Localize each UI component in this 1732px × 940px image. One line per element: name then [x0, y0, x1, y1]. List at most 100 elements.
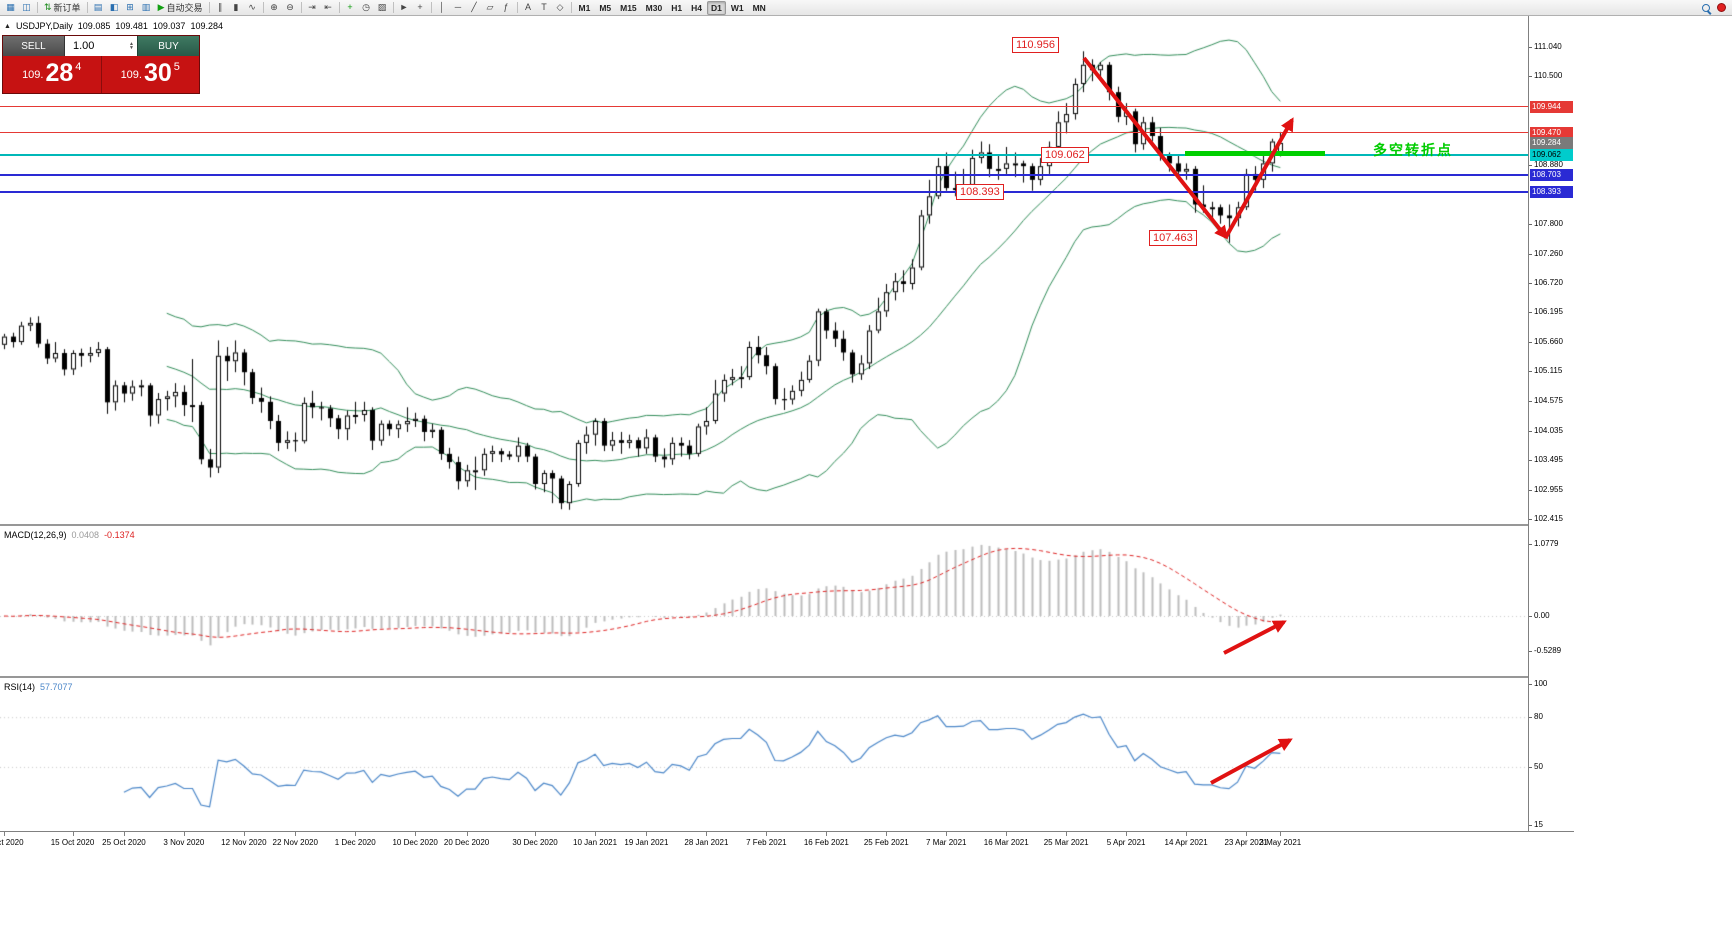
price-tick-label: 102.415	[1534, 514, 1563, 524]
price-tick-label: 108.880	[1534, 160, 1563, 170]
navigator-button[interactable]: ⊞	[123, 1, 138, 15]
price-level-line[interactable]	[0, 173, 1528, 176]
macd-canvas[interactable]	[0, 526, 1528, 676]
channel-button[interactable]: ▱	[483, 1, 498, 15]
date-label: 16 Mar 2021	[983, 838, 1029, 847]
timeframe-m30-button[interactable]: M30	[645, 2, 663, 13]
toolbar-separator	[208, 2, 210, 13]
market-watch-button[interactable]: ▤	[91, 1, 106, 15]
timeframe-h1-button[interactable]: H1	[671, 2, 683, 13]
timeframe-m15-button[interactable]: M15	[620, 2, 637, 13]
sell-price-main: 28	[45, 59, 74, 87]
axis-tick	[1529, 283, 1532, 285]
buy-price-pip: 5	[173, 61, 180, 73]
date-axis[interactable]: 5 Oct 2020 15 Oct 2020 25 Oct 2020 3 Nov 20…	[0, 831, 1574, 853]
indicators-button[interactable]: +	[343, 1, 358, 15]
search-icon	[1701, 3, 1710, 12]
turning-point-line[interactable]	[1185, 151, 1325, 157]
axis-tick	[1529, 400, 1532, 402]
date-tick	[1246, 832, 1248, 836]
search-button[interactable]	[1698, 1, 1713, 15]
buy-price-button[interactable]: 109. 30 5	[101, 56, 199, 93]
new-order-icon: ⇅	[44, 2, 52, 12]
crosshair-button[interactable]: +	[413, 1, 428, 15]
line-chart-icon: ∿	[248, 2, 256, 12]
price-callout[interactable]: 109.062	[1041, 147, 1089, 163]
axis-tick	[1529, 46, 1532, 48]
periods-button[interactable]: ◷	[359, 1, 374, 15]
timeframe-w1-button[interactable]: W1	[730, 2, 744, 13]
timeframe-mn-button[interactable]: MN	[752, 2, 766, 13]
sell-button[interactable]: SELL	[3, 36, 65, 56]
price-callout[interactable]: 110.956	[1012, 37, 1059, 53]
toolbar-separator	[430, 2, 432, 13]
zoom-in-button[interactable]: ⊕	[267, 1, 282, 15]
horizontal-line-icon: ─	[454, 2, 462, 12]
zoom-in-icon: ⊕	[270, 2, 278, 12]
terminal-button[interactable]: ▥	[139, 1, 154, 15]
price-level-line[interactable]	[0, 154, 1528, 157]
auto-scroll-button[interactable]: ⇥	[305, 1, 320, 15]
price-tick-label: 106.720	[1534, 278, 1563, 288]
price-chart-canvas[interactable]	[0, 16, 1528, 524]
shapes-icon: ◇	[556, 2, 564, 12]
label-button[interactable]: T	[537, 1, 552, 15]
buy-price-prefix: 109.	[120, 69, 142, 81]
cursor-button[interactable]: ►	[397, 1, 412, 15]
sell-price-button[interactable]: 109. 28 4	[3, 56, 102, 93]
axis-tick	[1529, 253, 1532, 255]
market-watch-icon: ▤	[93, 2, 103, 12]
zoom-out-button[interactable]: ⊖	[283, 1, 298, 15]
price-level-line[interactable]	[0, 106, 1528, 108]
profiles-button[interactable]: ◫	[19, 1, 34, 15]
rsi-canvas[interactable]	[0, 678, 1528, 831]
chart-shift-button[interactable]: ⇤	[321, 1, 336, 15]
date-tick	[123, 832, 125, 836]
axis-tick	[1529, 489, 1532, 491]
axis-tick	[1529, 684, 1532, 685]
price-level-line[interactable]	[0, 190, 1528, 193]
navigator-icon: ⊞	[126, 2, 134, 12]
community-button[interactable]	[1714, 1, 1729, 15]
horizontal-line-button[interactable]: ─	[451, 1, 466, 15]
shapes-button[interactable]: ◇	[553, 1, 568, 15]
timeframe-d1-button[interactable]: D1	[706, 0, 726, 15]
date-label: 3 Nov 2020	[163, 838, 205, 847]
indicators-icon: +	[347, 2, 353, 12]
macd-panel-resize-handle[interactable]	[0, 524, 1574, 526]
symbol-ohlc-info: ▲ USDJPY,Daily 109.085 109.481 109.037 1…	[4, 21, 223, 31]
trendline-button[interactable]: ╱	[467, 1, 482, 15]
buy-button[interactable]: BUY	[137, 36, 199, 56]
price-callout[interactable]: 108.393	[956, 184, 1004, 200]
new-order-button[interactable]: ⇅ 新订单	[41, 1, 84, 15]
community-icon	[1717, 3, 1726, 12]
fibonacci-icon: ƒ	[503, 2, 509, 12]
volume-spinner-icon[interactable]: ▲ ▼	[129, 41, 134, 51]
date-label: 10 Dec 2020	[392, 838, 438, 847]
volume-input[interactable]: 1.00 ▲ ▼	[65, 36, 137, 56]
bar-chart-button[interactable]: ∥	[213, 1, 228, 15]
vertical-line-button[interactable]: │	[435, 1, 450, 15]
price-callout[interactable]: 107.463	[1149, 230, 1197, 246]
data-window-button[interactable]: ◧	[107, 1, 122, 15]
trendline-icon: ╱	[471, 2, 477, 12]
timeframe-m1-button[interactable]: M1	[578, 2, 591, 13]
date-label: 10 Jan 2021	[573, 838, 618, 847]
zoom-out-icon: ⊖	[286, 2, 294, 12]
autotrading-button[interactable]: ▶ 自动交易	[155, 1, 206, 15]
toolbar-separator	[516, 2, 518, 13]
chart-area[interactable]: ▲ USDJPY,Daily 109.085 109.481 109.037 1…	[0, 16, 1732, 940]
rsi-panel-resize-handle[interactable]	[0, 676, 1574, 678]
collapse-icon[interactable]: ▲	[4, 22, 11, 30]
price-axis[interactable]: 111.040 110.500 108.880 107.800 107.260 106.7…	[1528, 16, 1574, 831]
toolbar-separator	[392, 2, 394, 13]
timeframe-h4-button[interactable]: H4	[691, 2, 702, 13]
timeframe-m5-button[interactable]: M5	[599, 2, 612, 13]
text-button[interactable]: A	[521, 1, 536, 15]
candlestick-chart-button[interactable]: ▮	[229, 1, 244, 15]
fibonacci-button[interactable]: ƒ	[499, 1, 514, 15]
new-chart-button[interactable]: ▦	[3, 1, 18, 15]
line-chart-button[interactable]: ∿	[245, 1, 260, 15]
price-level-line[interactable]	[0, 132, 1528, 134]
templates-button[interactable]: ▨	[375, 1, 390, 15]
